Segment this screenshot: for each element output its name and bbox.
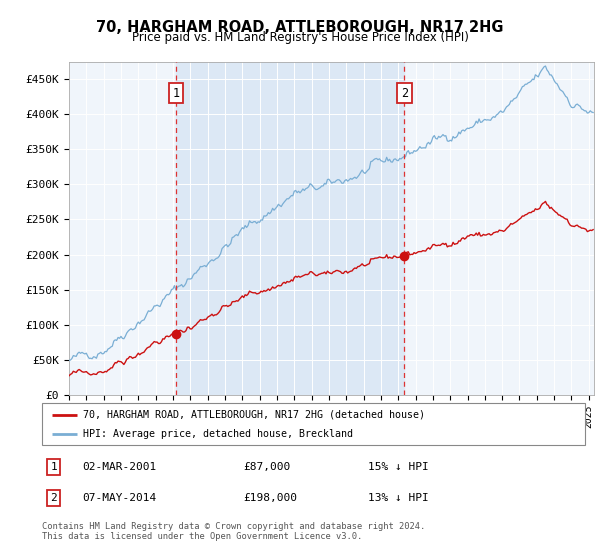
Text: 02-MAR-2001: 02-MAR-2001 (83, 462, 157, 472)
Text: Price paid vs. HM Land Registry's House Price Index (HPI): Price paid vs. HM Land Registry's House … (131, 31, 469, 44)
Text: 07-MAY-2014: 07-MAY-2014 (83, 493, 157, 503)
Text: Contains HM Land Registry data © Crown copyright and database right 2024.
This d: Contains HM Land Registry data © Crown c… (42, 522, 425, 542)
Text: 2: 2 (50, 493, 58, 503)
Text: HPI: Average price, detached house, Breckland: HPI: Average price, detached house, Brec… (83, 429, 353, 439)
Text: 1: 1 (50, 462, 58, 472)
Text: 2: 2 (401, 87, 408, 100)
Bar (176, 62, 404, 395)
Text: 70, HARGHAM ROAD, ATTLEBOROUGH, NR17 2HG: 70, HARGHAM ROAD, ATTLEBOROUGH, NR17 2HG (96, 20, 504, 35)
FancyBboxPatch shape (42, 403, 585, 445)
Text: 1: 1 (172, 87, 179, 100)
Text: 15% ↓ HPI: 15% ↓ HPI (368, 462, 428, 472)
Text: 13% ↓ HPI: 13% ↓ HPI (368, 493, 428, 503)
Text: £87,000: £87,000 (243, 462, 290, 472)
Text: 70, HARGHAM ROAD, ATTLEBOROUGH, NR17 2HG (detached house): 70, HARGHAM ROAD, ATTLEBOROUGH, NR17 2HG… (83, 409, 425, 419)
Text: £198,000: £198,000 (243, 493, 297, 503)
